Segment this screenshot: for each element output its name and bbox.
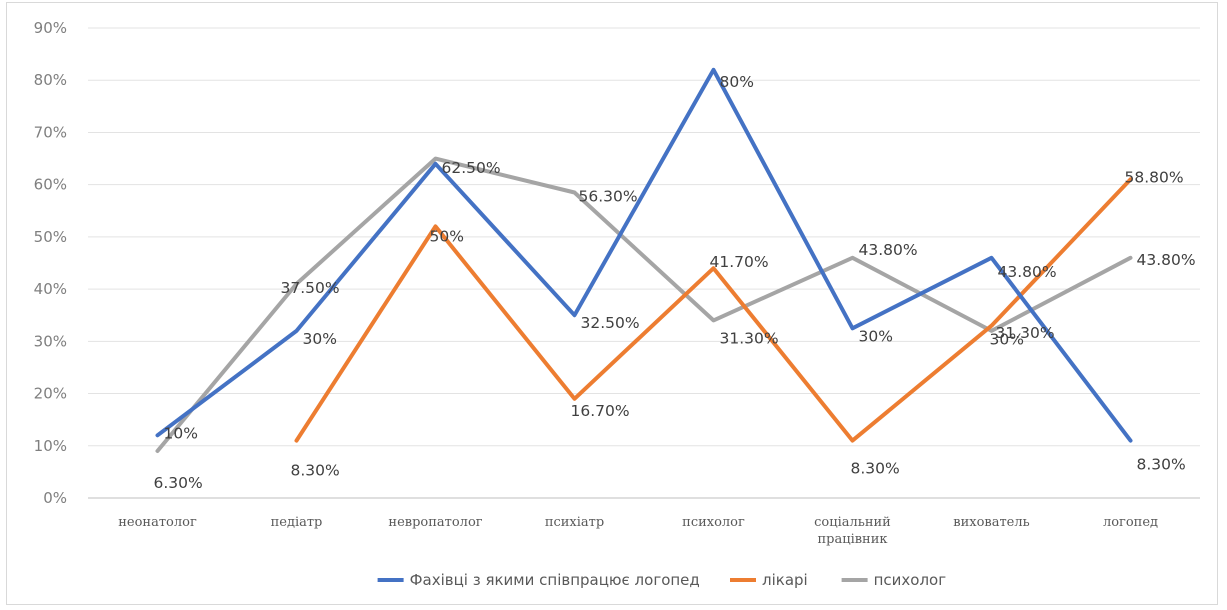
y-tick-label: 0% xyxy=(43,489,67,507)
data-label: 8.30% xyxy=(291,462,340,480)
data-label: 43.80% xyxy=(1137,251,1196,269)
data-label: 58.80% xyxy=(1125,168,1184,186)
data-label: 43.80% xyxy=(998,263,1057,281)
data-label: 37.50% xyxy=(281,279,340,297)
x-tick-label: психолог xyxy=(682,515,745,530)
data-label: 16.70% xyxy=(571,402,630,420)
series-line xyxy=(155,67,1133,443)
data-label: 80% xyxy=(720,73,754,91)
y-tick-label: 70% xyxy=(34,123,67,141)
data-label: 8.30% xyxy=(851,460,900,478)
x-tick-label: психіатр xyxy=(545,515,604,530)
y-tick-label: 50% xyxy=(34,228,67,246)
legend-label: Фахівці з якими співпрацює логопед xyxy=(410,571,700,589)
x-tick-label: педіатр xyxy=(271,515,323,530)
data-label: 56.30% xyxy=(579,188,638,206)
chart-frame xyxy=(6,2,1218,605)
x-tick-label: працівник xyxy=(817,532,887,547)
legend-label: психолог xyxy=(874,571,947,589)
data-label: 50% xyxy=(430,227,464,245)
data-label: 30% xyxy=(990,331,1024,349)
y-tick-label: 10% xyxy=(34,437,67,455)
y-tick-label: 30% xyxy=(34,332,67,350)
x-tick-label: невропатолог xyxy=(388,515,482,530)
y-tick-label: 80% xyxy=(34,71,67,89)
x-tick-label: неонатолог xyxy=(118,515,197,530)
x-tick-label: вихователь xyxy=(953,515,1029,530)
y-tick-label: 20% xyxy=(34,385,67,403)
x-tick-label: соціальний xyxy=(814,515,891,530)
data-label: 31.30% xyxy=(996,324,1055,342)
data-label: 43.80% xyxy=(859,241,918,259)
data-label: 32.50% xyxy=(581,314,640,332)
data-label: 6.30% xyxy=(154,474,203,492)
data-label: 31.30% xyxy=(720,329,779,347)
data-label: 8.30% xyxy=(1137,456,1186,474)
legend-label: лікарі xyxy=(762,571,808,589)
data-label: 10% xyxy=(164,424,198,442)
x-tick-label: логопед xyxy=(1103,515,1158,530)
series-line xyxy=(155,156,1133,453)
y-tick-label: 90% xyxy=(34,19,67,37)
data-label: 41.70% xyxy=(710,253,769,271)
data-label: 62.50% xyxy=(442,159,501,177)
data-label: 30% xyxy=(303,330,337,348)
data-label: 30% xyxy=(859,327,893,345)
y-tick-label: 40% xyxy=(34,280,67,298)
series-line xyxy=(294,177,1133,443)
y-tick-label: 60% xyxy=(34,176,67,194)
